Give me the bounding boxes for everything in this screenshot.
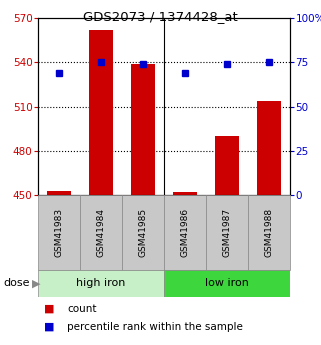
- Bar: [132, 64, 154, 195]
- Bar: [48, 190, 71, 195]
- Text: high iron: high iron: [76, 278, 126, 288]
- Text: ■: ■: [44, 304, 55, 314]
- Text: GSM41983: GSM41983: [55, 208, 64, 257]
- Bar: [80, 195, 122, 270]
- Text: GSM41988: GSM41988: [265, 208, 273, 257]
- Text: ▶: ▶: [32, 278, 40, 288]
- Text: ■: ■: [44, 322, 55, 332]
- Bar: [206, 195, 248, 270]
- Text: GSM41986: GSM41986: [180, 208, 189, 257]
- Text: GSM41984: GSM41984: [97, 208, 106, 257]
- Bar: [90, 30, 113, 195]
- Text: dose: dose: [3, 278, 30, 288]
- Text: count: count: [67, 304, 96, 314]
- Bar: [215, 136, 239, 195]
- Bar: [248, 195, 290, 270]
- Text: GSM41985: GSM41985: [138, 208, 148, 257]
- Bar: [122, 195, 164, 270]
- Bar: [173, 192, 196, 195]
- Bar: [164, 195, 206, 270]
- Text: low iron: low iron: [205, 278, 249, 288]
- Bar: [38, 270, 164, 297]
- Text: GSM41987: GSM41987: [222, 208, 231, 257]
- Bar: [257, 101, 281, 195]
- Text: GDS2073 / 1374428_at: GDS2073 / 1374428_at: [83, 10, 238, 23]
- Bar: [164, 270, 290, 297]
- Bar: [38, 195, 80, 270]
- Text: percentile rank within the sample: percentile rank within the sample: [67, 322, 243, 332]
